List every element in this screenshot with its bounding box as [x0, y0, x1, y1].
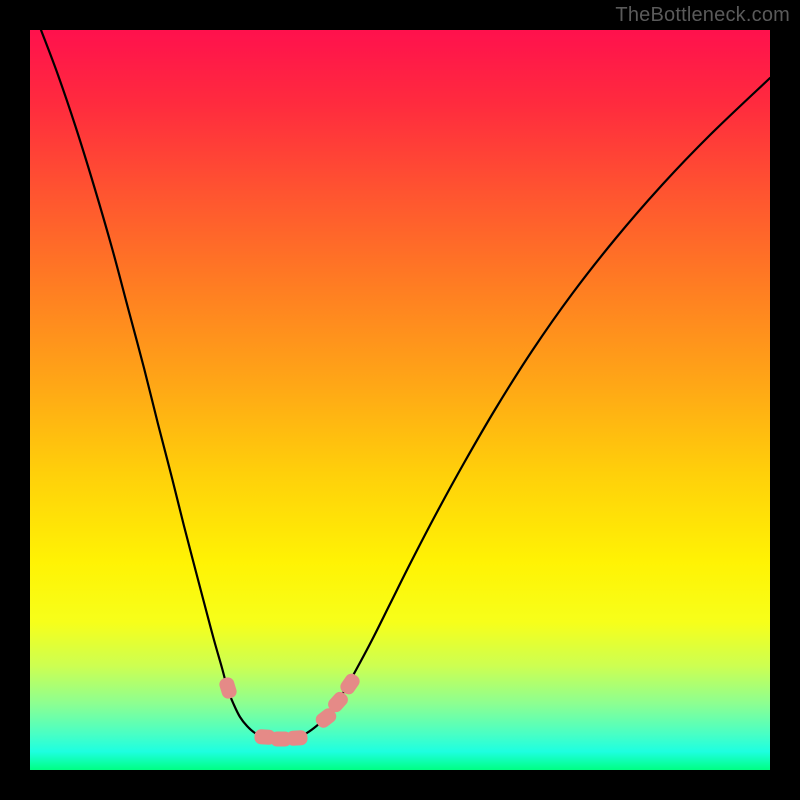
- plot-area: [30, 30, 770, 770]
- curve-marker: [218, 676, 237, 699]
- curve-marker: [287, 730, 308, 745]
- watermark-text: TheBottleneck.com: [615, 4, 790, 27]
- bottleneck-curve: [41, 30, 770, 739]
- chart-stage: TheBottleneck.com: [0, 0, 800, 800]
- curve-layer: [30, 30, 770, 770]
